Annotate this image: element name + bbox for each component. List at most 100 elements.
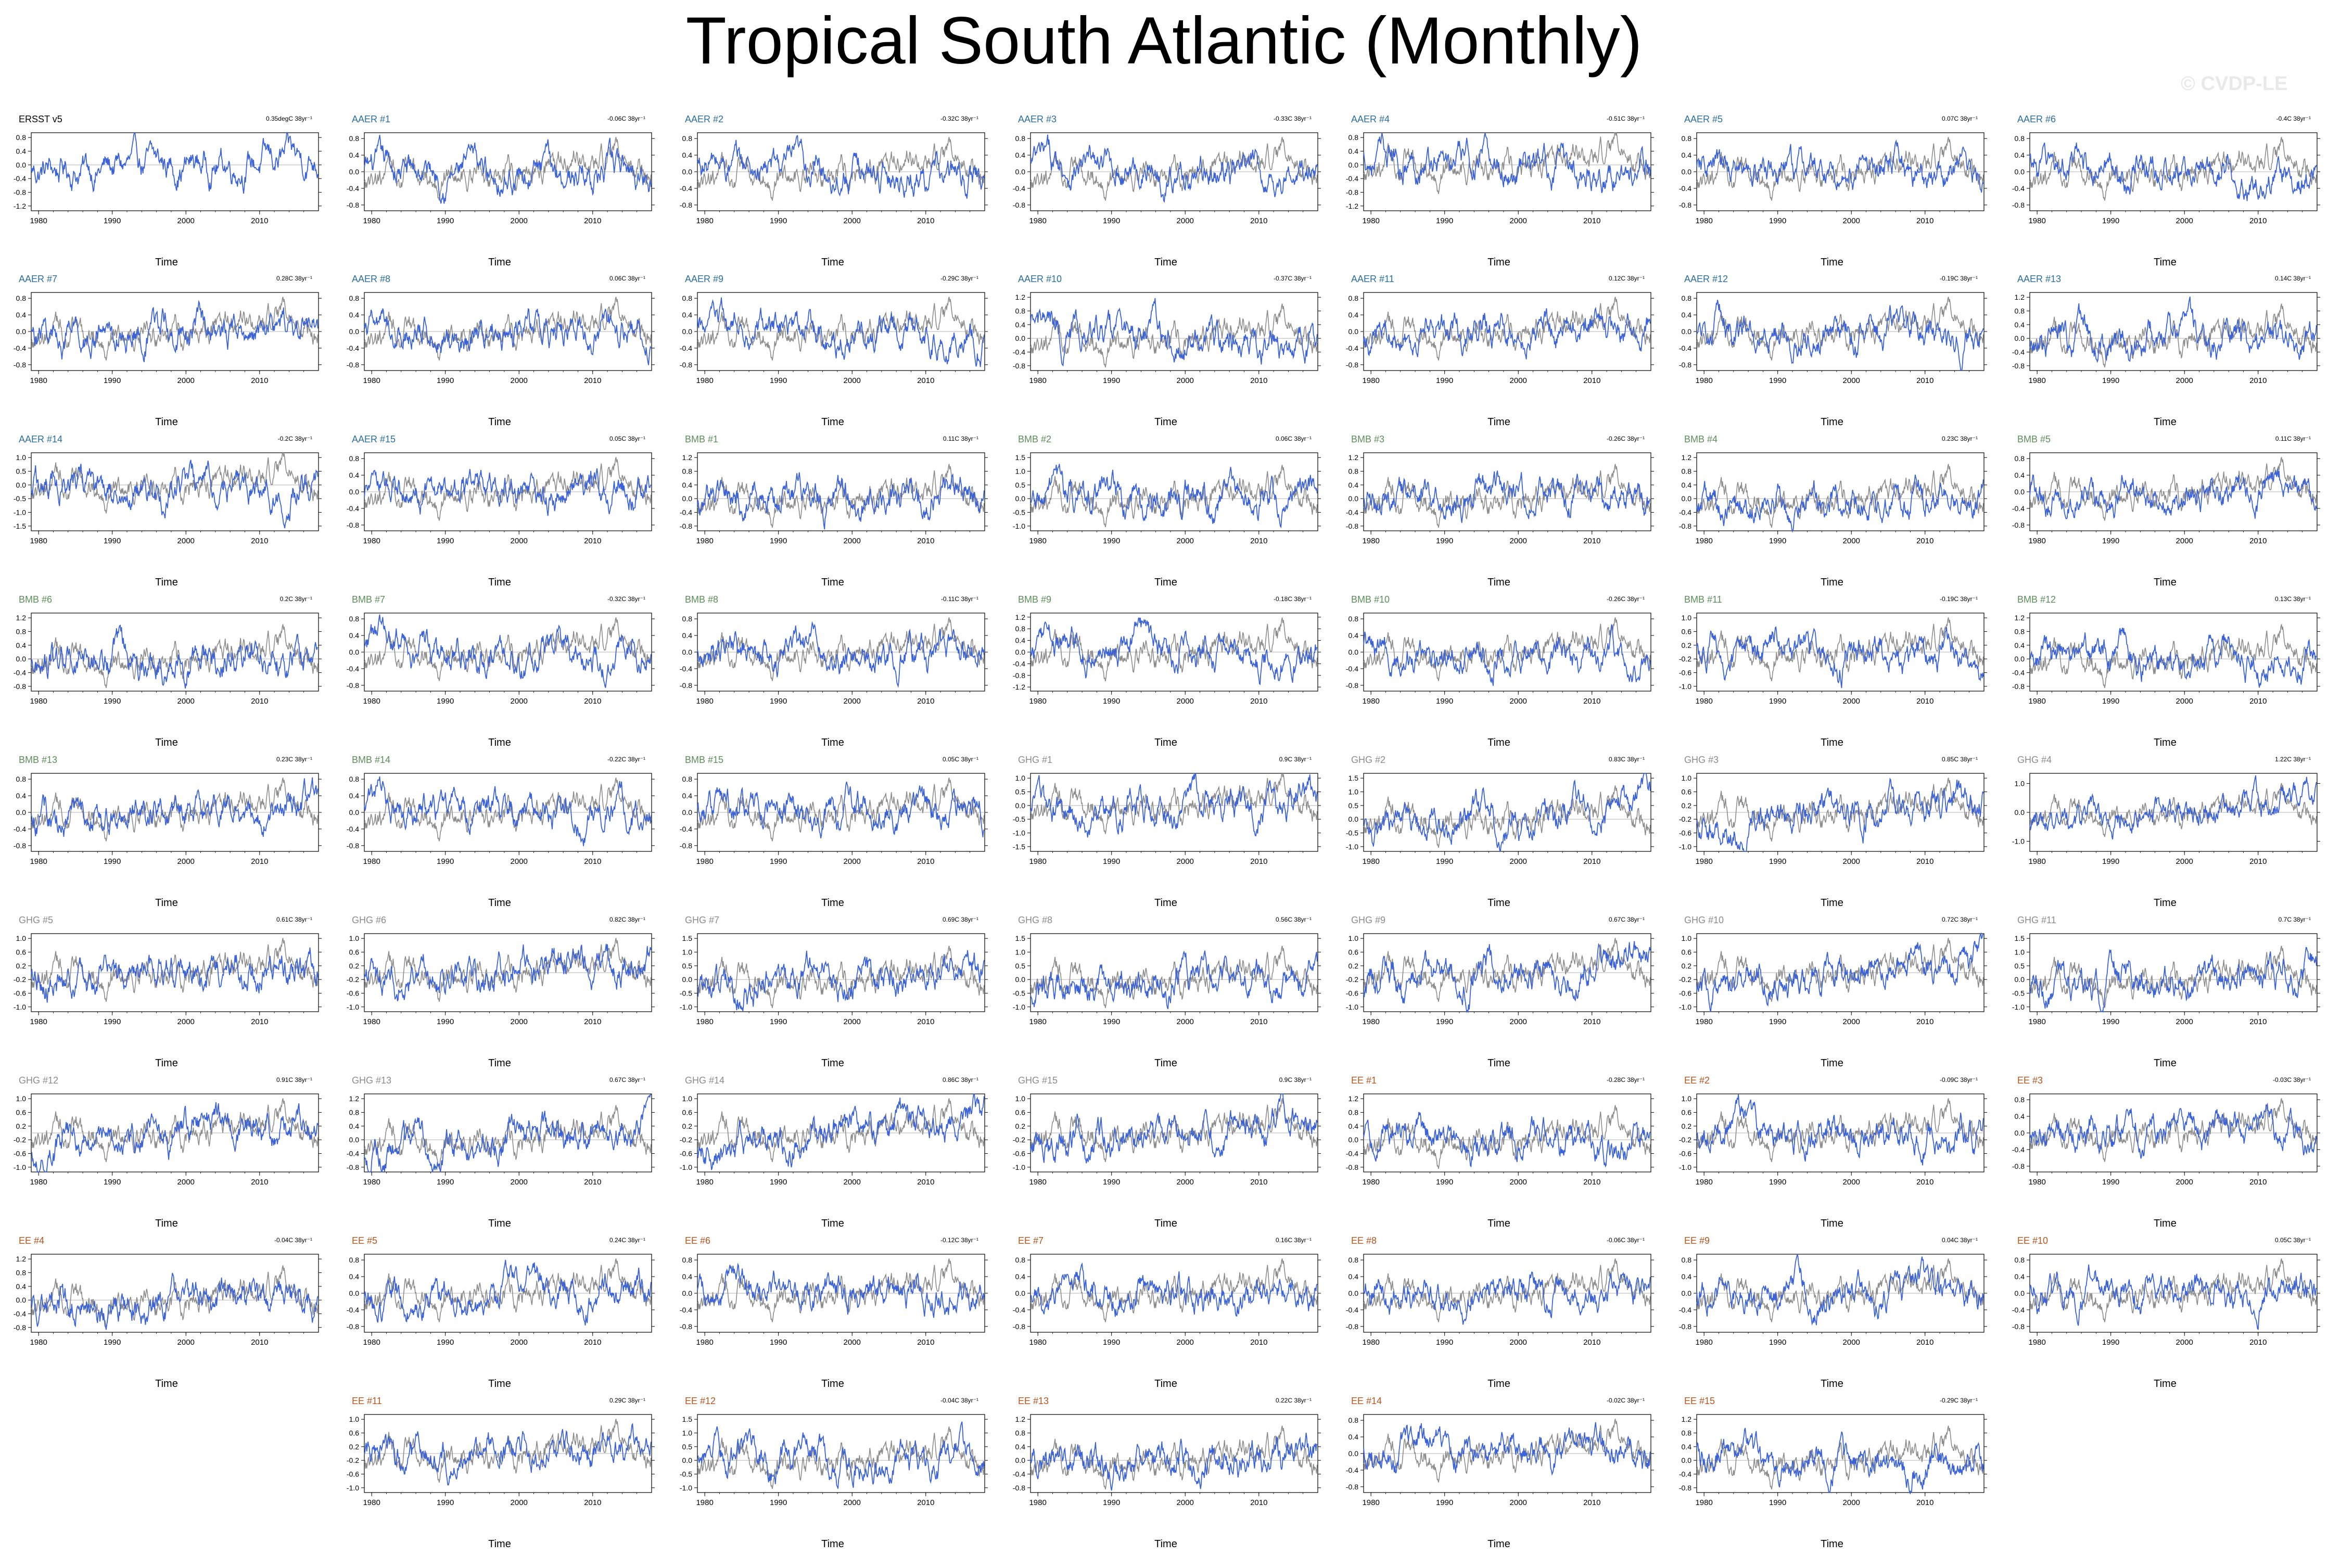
panel-label: ERSST v5 xyxy=(19,114,62,124)
y-tick-label: 0.8 xyxy=(2015,1095,2025,1104)
x-tick-label: 1980 xyxy=(1362,857,1379,866)
y-tick-label: -1.0 xyxy=(680,1163,692,1171)
plot-area: -0.8 -0.4 0.0 0.4 0.8 1980 1990 2000 2010 xyxy=(1679,1254,1987,1347)
y-tick-label: -0.8 xyxy=(2012,1162,2025,1170)
y-tick-label: 0.8 xyxy=(349,1108,360,1117)
panel-trend: 0.06C 38yr⁻¹ xyxy=(1275,435,1312,442)
x-axis-label: Time xyxy=(488,416,511,428)
plot-frame xyxy=(1363,1093,1651,1172)
x-axis-label: Time xyxy=(488,897,511,909)
x-axis-label: Time xyxy=(488,737,511,748)
plot-area: -1.0 -0.6 -0.2 0.2 0.6 1.0 1980 1990 2000 2010 xyxy=(1346,933,1654,1026)
x-tick-label: 2000 xyxy=(2176,1178,2193,1187)
panel-label: EE #2 xyxy=(1684,1075,1710,1086)
plot-area: -1.0 -0.6 -0.2 0.2 0.6 1.0 1980 1990 2000 2010 xyxy=(14,933,322,1026)
x-axis-label: Time xyxy=(155,737,178,748)
y-tick-label: -0.8 xyxy=(1679,361,1691,369)
x-tick-label: 2000 xyxy=(844,1017,861,1026)
panel-trend: -0.19C 38yr⁻¹ xyxy=(1939,595,1978,603)
y-tick-label: 0.6 xyxy=(1682,628,1692,636)
y-tick-label: 0.0 xyxy=(2015,334,2025,342)
y-tick-label: 1.5 xyxy=(682,934,693,942)
x-axis-label: Time xyxy=(821,737,844,748)
y-tick-label: 0.8 xyxy=(1682,1429,1692,1437)
y-tick-label: 1.0 xyxy=(1015,1094,1026,1103)
y-tick-label: -0.8 xyxy=(1346,361,1358,369)
panel-aaer-10: AAER #10 -0.37C 38yr⁻¹ Time -0.8 -0.4 0.0 0.4 0… xyxy=(1010,272,1322,428)
x-tick-label: 2010 xyxy=(251,376,268,385)
panel-ee-9: EE #9 0.04C 38yr⁻¹ Time -0.8 -0.4 0.0 0.4 0.8 19… xyxy=(1676,1233,1988,1389)
x-tick-label: 1980 xyxy=(30,857,47,866)
member-line xyxy=(364,308,652,365)
y-tick-label: -0.8 xyxy=(14,842,26,850)
y-tick-label: -0.2 xyxy=(1346,975,1358,984)
x-tick-label: 2010 xyxy=(2249,697,2267,706)
y-tick-label: 0.0 xyxy=(1349,1449,1359,1458)
panel-aaer-14: AAER #14 -0.2C 38yr⁻¹ Time -1.5 -1.0 -0.5 0.0 0… xyxy=(10,432,323,588)
member-line xyxy=(31,300,319,362)
panel-trend: -0.06C 38yr⁻¹ xyxy=(607,115,645,122)
x-tick-label: 2010 xyxy=(917,376,934,385)
plot-area: -0.8 -0.4 0.0 0.4 0.8 1980 1990 2000 2010 xyxy=(680,132,988,225)
x-tick-label: 1990 xyxy=(2102,216,2119,225)
y-tick-label: 1.0 xyxy=(682,1094,693,1103)
plot-area: -0.8 -0.4 0.0 0.4 0.8 1980 1990 2000 2010 xyxy=(347,452,655,545)
y-tick-label: 1.2 xyxy=(1015,293,1026,301)
member-line xyxy=(364,1094,652,1172)
panel-trend: -0.28C 38yr⁻¹ xyxy=(1606,1076,1645,1083)
y-tick-label: -0.2 xyxy=(1013,1136,1025,1144)
observed-reference-line xyxy=(2029,624,2317,689)
y-tick-label: -0.2 xyxy=(347,1456,359,1464)
plot-area: -0.8 -0.4 0.0 0.4 0.8 1980 1990 2000 2010 xyxy=(347,773,655,866)
x-tick-label: 2010 xyxy=(584,1017,601,1026)
panel-label: EE #1 xyxy=(1351,1075,1377,1086)
observed-reference-line xyxy=(1030,617,1318,682)
observed-reference-line xyxy=(1696,1098,1984,1162)
x-tick-label: 2010 xyxy=(1250,216,1267,225)
panel-ghg-6: GHG #6 0.82C 38yr⁻¹ Time -1.0 -0.6 -0.2 0.2 0.6… xyxy=(344,913,656,1069)
y-tick-label: -0.4 xyxy=(347,1306,359,1314)
panel-trend: -0.29C 38yr⁻¹ xyxy=(940,275,978,282)
member-line xyxy=(697,297,985,367)
x-tick-label: 2010 xyxy=(251,697,268,706)
plot-frame xyxy=(31,452,319,531)
x-tick-label: 1990 xyxy=(104,1017,121,1026)
y-tick-label: 1.0 xyxy=(1682,1094,1692,1103)
y-tick-label: 0.8 xyxy=(1682,1256,1692,1264)
y-tick-label: 0.0 xyxy=(682,168,693,176)
x-tick-label: 2010 xyxy=(1250,376,1267,385)
y-tick-label: 0.8 xyxy=(682,775,693,783)
y-tick-label: 1.0 xyxy=(1349,934,1359,942)
x-tick-label: 2000 xyxy=(511,376,528,385)
y-tick-label: -0.2 xyxy=(1679,975,1691,984)
y-tick-label: 0.0 xyxy=(349,808,360,817)
panel-ghg-14: GHG #14 0.86C 38yr⁻¹ Time -1.0 -0.6 -0.2 0.2 0.… xyxy=(677,1073,989,1229)
observed-reference-line xyxy=(697,946,985,1008)
y-tick-label: 0.2 xyxy=(349,1443,360,1451)
y-tick-label: 0.4 xyxy=(1015,1272,1026,1281)
y-tick-label: -0.8 xyxy=(1346,1322,1358,1331)
x-axis-label: Time xyxy=(2154,897,2177,909)
y-tick-label: 0.8 xyxy=(16,1269,27,1277)
panel-trend: 0.83C 38yr⁻¹ xyxy=(1608,756,1645,763)
y-tick-label: 0.2 xyxy=(1349,962,1359,970)
y-tick-label: 0.4 xyxy=(2015,641,2025,649)
panel-label: BMB #13 xyxy=(19,755,58,765)
observed-reference-line xyxy=(1696,777,1984,842)
x-axis-label: Time xyxy=(821,1378,844,1389)
member-line xyxy=(2029,947,2317,1013)
x-axis-label: Time xyxy=(1487,257,1510,268)
x-tick-label: 1990 xyxy=(1103,697,1120,706)
y-tick-label: 0.0 xyxy=(349,648,360,656)
y-tick-label: 0.0 xyxy=(16,161,27,169)
member-line xyxy=(1363,1422,1651,1476)
panel-trend: 0.35degC 38yr⁻¹ xyxy=(265,115,312,122)
x-tick-label: 2010 xyxy=(1916,697,1933,706)
panel-ee-10: EE #10 0.05C 38yr⁻¹ Time -0.8 -0.4 0.0 0.4 0.8 1… xyxy=(2009,1233,2321,1389)
plot-area: -1.0 -0.6 -0.2 0.2 0.6 1.0 1980 1990 2000 2010 xyxy=(1679,1093,1987,1187)
y-tick-label: -0.8 xyxy=(14,361,26,369)
y-tick-label: 0.0 xyxy=(1015,494,1026,503)
observed-reference-line xyxy=(697,297,985,361)
panel-label: GHG #3 xyxy=(1684,755,1719,765)
y-tick-label: -0.8 xyxy=(347,1163,359,1171)
